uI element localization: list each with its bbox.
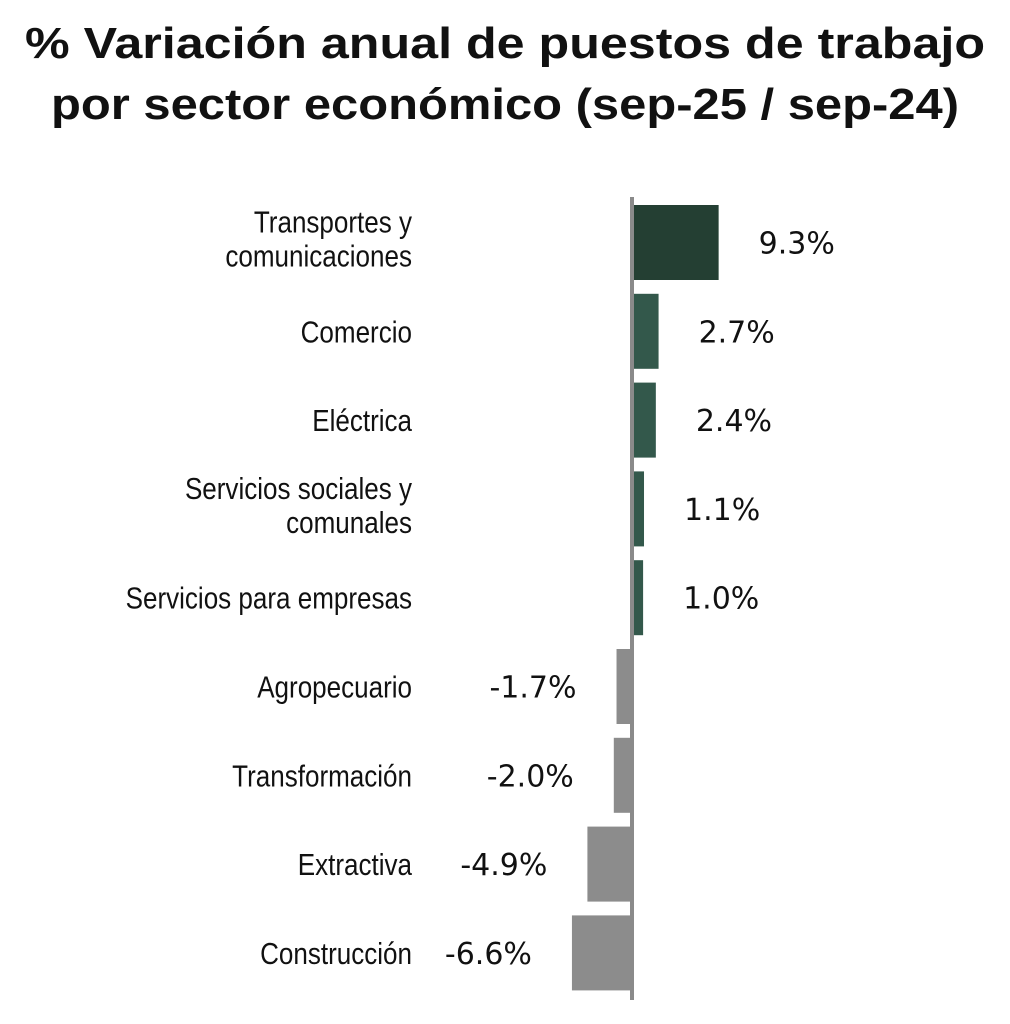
bar xyxy=(571,915,632,991)
data-label: -4.9% xyxy=(460,848,547,883)
category-label: Transportes y xyxy=(254,205,413,240)
category-label: comunicaciones xyxy=(225,239,412,274)
bar xyxy=(587,826,632,902)
data-label: 1.1% xyxy=(684,493,760,528)
data-label: 2.4% xyxy=(696,404,772,439)
category-label: Construcción xyxy=(260,937,412,972)
bar xyxy=(634,205,719,280)
bar xyxy=(634,471,645,547)
category-label: Extractiva xyxy=(298,848,412,883)
category-label: Eléctrica xyxy=(312,404,412,439)
data-label: 1.0% xyxy=(683,582,759,617)
category-label: Comercio xyxy=(301,315,412,350)
category-label: Servicios sociales y xyxy=(185,472,413,507)
category-label: Servicios para empresas xyxy=(126,582,412,617)
data-label: 9.3% xyxy=(759,227,835,262)
data-label: -2.0% xyxy=(487,759,574,794)
category-label: Agropecuario xyxy=(257,670,412,705)
data-label: 2.7% xyxy=(699,315,775,350)
data-label: -1.7% xyxy=(489,671,576,706)
bar xyxy=(634,560,644,636)
chart-title-line-1: % Variación anual de puestos de trabajo xyxy=(25,19,985,68)
bar xyxy=(613,737,632,813)
data-label: -6.6% xyxy=(445,937,532,972)
category-label: Transformación xyxy=(232,759,412,794)
chart-title-line-2: por sector económico (sep-25 / sep-24) xyxy=(51,80,959,129)
bar xyxy=(634,382,656,458)
bar xyxy=(634,293,659,369)
category-label: comunales xyxy=(286,506,412,541)
bar xyxy=(616,649,632,724)
